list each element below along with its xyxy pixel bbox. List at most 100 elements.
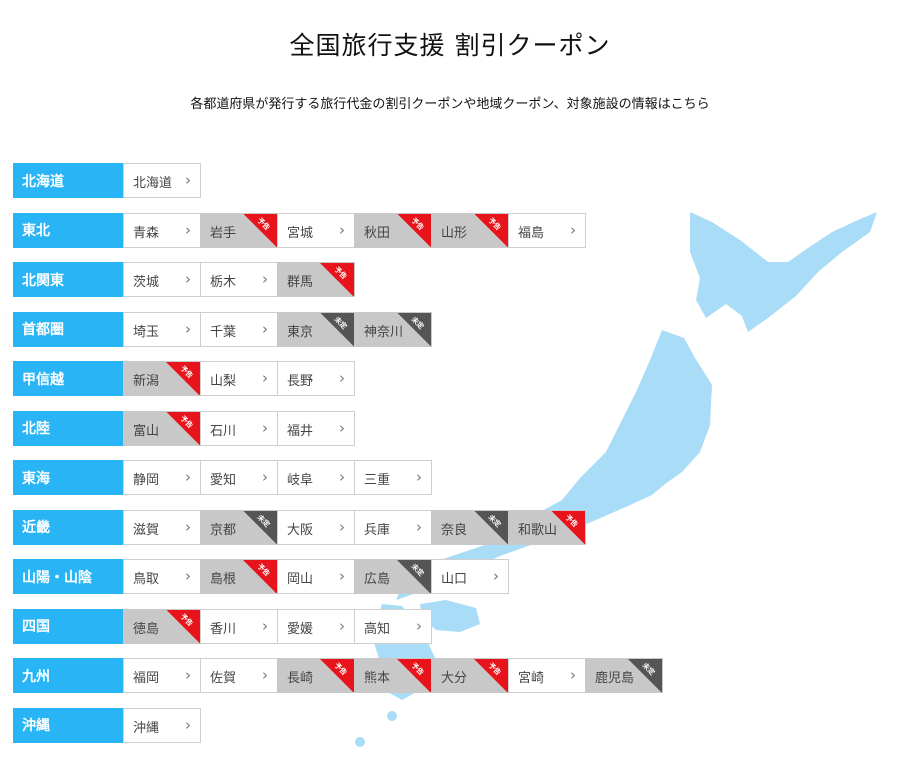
- planned-badge: 予告: [166, 411, 200, 445]
- prefecture-link[interactable]: 奈良›未定: [431, 509, 509, 545]
- prefecture-link[interactable]: 福島 ›: [508, 212, 586, 248]
- prefecture-link[interactable]: 茨城 ›: [123, 262, 201, 297]
- region-label: 北陸: [13, 410, 123, 446]
- region-list: 北海道北海道›東北青森›岩手›予告宮城›秋田›予告山形›予告福島›北関東茨城›栃…: [13, 163, 663, 757]
- prefecture-link[interactable]: 京都›未定: [200, 509, 278, 545]
- prefecture-link[interactable]: 宮城 ›: [277, 212, 355, 248]
- prefecture-name: 奈良: [441, 522, 468, 538]
- prefecture-link[interactable]: 三重 ›: [354, 460, 432, 495]
- prefecture-name: 京都: [210, 522, 237, 538]
- planned-badge: 予告: [320, 659, 354, 692]
- prefecture-link[interactable]: 佐賀 ›: [200, 658, 278, 693]
- planned-badge: 予告: [320, 263, 354, 296]
- undecided-badge: 未定: [320, 312, 354, 346]
- prefecture-link[interactable]: 山口 ›: [431, 559, 509, 594]
- chevron-right-icon: ›: [262, 270, 268, 288]
- region-label: 東海: [13, 460, 123, 495]
- prefecture-link[interactable]: 栃木 ›: [200, 262, 278, 297]
- prefecture-link[interactable]: 大分›予告: [431, 658, 509, 693]
- prefecture-link[interactable]: 島根›予告: [200, 559, 278, 594]
- prefecture-name: 長野: [287, 374, 314, 389]
- prefecture-link[interactable]: 鹿児島›未定: [585, 658, 663, 693]
- prefecture-name: 新潟: [133, 374, 160, 389]
- prefecture-link[interactable]: 福岡 ›: [123, 658, 201, 693]
- prefecture-link[interactable]: 大阪 ›: [277, 509, 355, 545]
- undecided-badge: 未定: [243, 510, 277, 544]
- undecided-badge: 未定: [397, 560, 431, 593]
- chevron-right-icon: ›: [185, 270, 191, 288]
- prefecture-name: 宮崎: [518, 671, 545, 686]
- prefecture-link[interactable]: 富山›予告: [123, 410, 201, 446]
- region-label: 四国: [13, 608, 123, 644]
- prefecture-link[interactable]: 熊本›予告: [354, 658, 432, 693]
- prefecture-link[interactable]: 鳥取 ›: [123, 559, 201, 594]
- badge-label: 予告: [332, 265, 349, 281]
- prefecture-name: 愛知: [210, 473, 237, 488]
- prefecture-link[interactable]: 岐阜 ›: [277, 460, 355, 495]
- chevron-right-icon: ›: [339, 567, 345, 585]
- badge-label: 予告: [178, 413, 195, 430]
- page-subtitle: 各都道府県が発行する旅行代金の割引クーポンや地域クーポン、対象施設の情報はこちら: [190, 97, 710, 112]
- prefecture-link[interactable]: 石川 ›: [200, 410, 278, 446]
- prefecture-name: 広島: [364, 572, 391, 587]
- prefecture-name: 茨城: [133, 275, 160, 290]
- prefecture-name: 青森: [133, 225, 160, 241]
- prefecture-link[interactable]: 香川 ›: [200, 608, 278, 644]
- chevron-right-icon: ›: [262, 418, 268, 437]
- prefecture-link[interactable]: 青森 ›: [123, 212, 201, 248]
- prefecture-link[interactable]: 沖縄 ›: [123, 707, 201, 743]
- prefecture-link[interactable]: 千葉 ›: [200, 311, 278, 347]
- chevron-right-icon: ›: [339, 616, 345, 635]
- prefecture-link[interactable]: 広島›未定: [354, 559, 432, 594]
- prefecture-name: 福井: [287, 423, 314, 439]
- prefecture-name: 佐賀: [210, 671, 237, 686]
- region-label: 近畿: [13, 509, 123, 545]
- prefecture-link[interactable]: 東京›未定: [277, 311, 355, 347]
- prefecture-link[interactable]: 群馬›予告: [277, 262, 355, 297]
- prefecture-link[interactable]: 山形›予告: [431, 212, 509, 248]
- planned-badge: 予告: [243, 560, 277, 593]
- badge-label: 予告: [563, 512, 580, 529]
- badge-label: 未定: [409, 314, 426, 331]
- badge-label: 未定: [332, 314, 349, 331]
- prefecture-link[interactable]: 愛媛 ›: [277, 608, 355, 644]
- prefecture-link[interactable]: 長野 ›: [277, 361, 355, 396]
- badge-label: 未定: [640, 661, 657, 677]
- region-row: 東海 静岡 › 愛知 › 岐阜 › 三重 ›: [13, 460, 663, 495]
- region-row: 北海道 北海道 ›: [13, 163, 663, 198]
- prefecture-link[interactable]: 岩手›予告: [200, 212, 278, 248]
- prefecture-link[interactable]: 北海道 ›: [123, 163, 201, 198]
- prefecture-link[interactable]: 滋賀 ›: [123, 509, 201, 545]
- planned-badge: 予告: [474, 659, 508, 692]
- prefecture-link[interactable]: 高知 ›: [354, 608, 432, 644]
- prefecture-link[interactable]: 新潟›予告: [123, 361, 201, 396]
- prefecture-link[interactable]: 宮崎 ›: [508, 658, 586, 693]
- region-label: 東北: [13, 212, 123, 248]
- prefecture-link[interactable]: 山梨 ›: [200, 361, 278, 396]
- prefecture-link[interactable]: 神奈川›未定: [354, 311, 432, 347]
- prefecture-link[interactable]: 岡山 ›: [277, 559, 355, 594]
- prefecture-link[interactable]: 静岡 ›: [123, 460, 201, 495]
- region-label: 北関東: [13, 262, 123, 297]
- prefecture-link[interactable]: 長崎›予告: [277, 658, 355, 693]
- chevron-right-icon: ›: [185, 171, 191, 189]
- prefecture-link[interactable]: 愛知 ›: [200, 460, 278, 495]
- chevron-right-icon: ›: [416, 468, 422, 486]
- badge-label: 予告: [409, 661, 426, 677]
- prefecture-link[interactable]: 徳島›予告: [123, 608, 201, 644]
- prefecture-name: 香川: [210, 621, 237, 637]
- prefecture-link[interactable]: 和歌山›予告: [508, 509, 586, 545]
- prefecture-name: 鹿児島: [595, 671, 635, 686]
- badge-label: 予告: [486, 661, 503, 677]
- prefecture-link[interactable]: 福井 ›: [277, 410, 355, 446]
- prefecture-name: 熊本: [364, 671, 391, 686]
- prefecture-name: 群馬: [287, 275, 314, 290]
- prefecture-link[interactable]: 兵庫 ›: [354, 509, 432, 545]
- chevron-right-icon: ›: [185, 220, 191, 239]
- prefecture-link[interactable]: 秋田›予告: [354, 212, 432, 248]
- prefecture-link[interactable]: 埼玉 ›: [123, 311, 201, 347]
- page-title: 全国旅行支援 割引クーポン: [289, 31, 611, 60]
